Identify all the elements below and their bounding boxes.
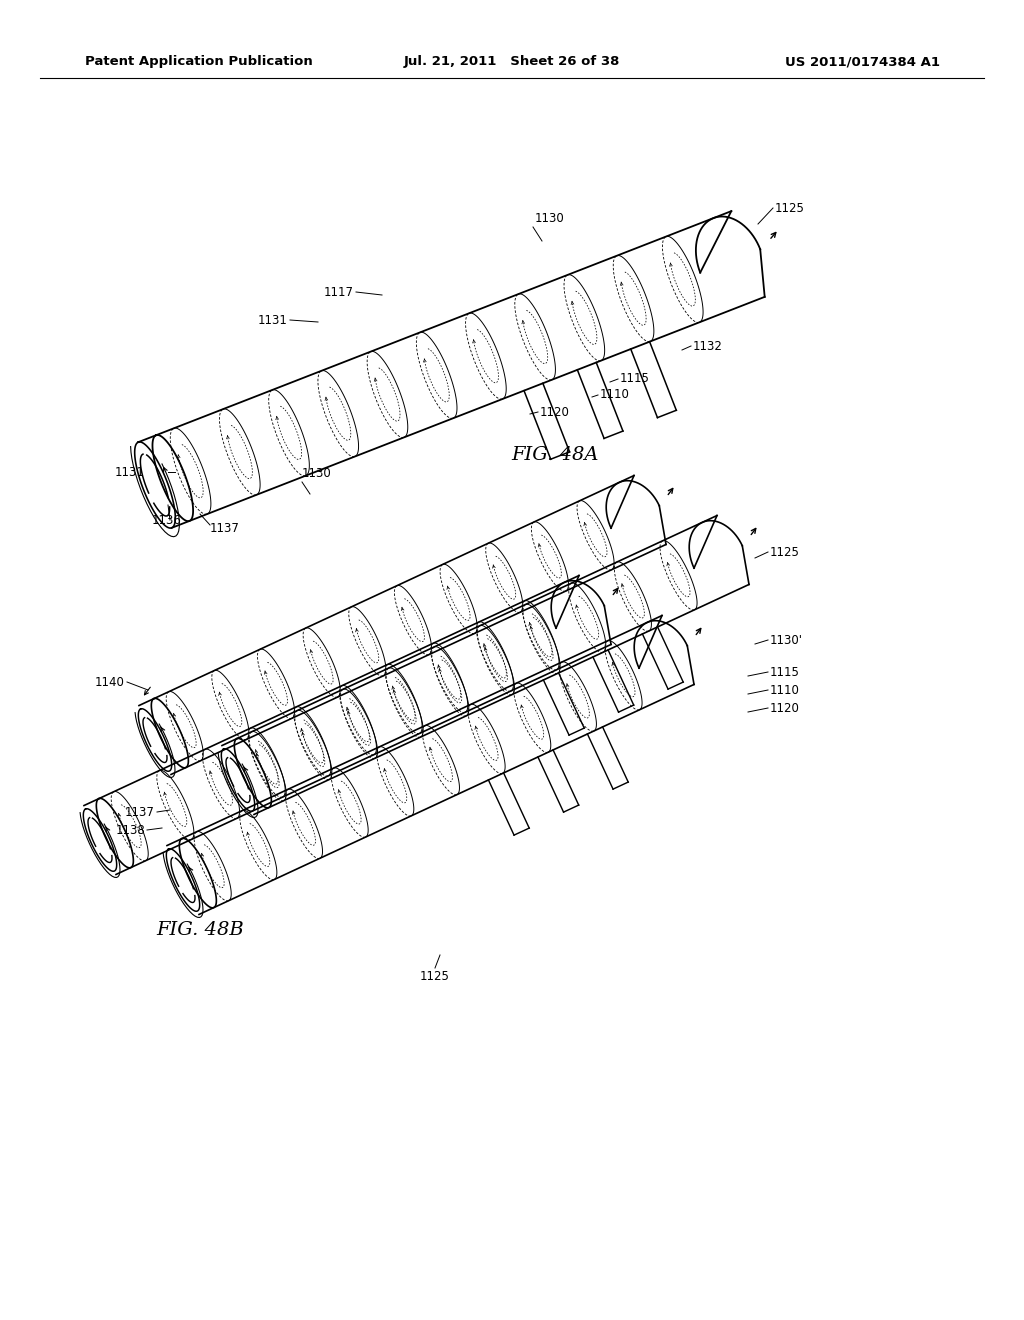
Text: 1131: 1131 [258,314,288,326]
Text: 1130: 1130 [302,467,332,480]
Text: 1130': 1130' [770,634,803,647]
Text: 1125: 1125 [420,970,450,983]
Text: US 2011/0174384 A1: US 2011/0174384 A1 [785,55,940,69]
Text: 1110: 1110 [600,388,630,401]
Text: 1130: 1130 [535,213,565,224]
Text: 1136: 1136 [152,513,182,527]
Text: 1120: 1120 [540,405,570,418]
Text: FIG. 48B: FIG. 48B [156,921,244,939]
Text: 1115: 1115 [620,372,650,385]
Text: 1120: 1120 [770,701,800,714]
Text: 1125: 1125 [775,202,805,214]
Text: 1131: 1131 [115,466,144,479]
Text: 1138: 1138 [116,824,145,837]
Text: 1125: 1125 [770,545,800,558]
Text: 1137: 1137 [210,521,240,535]
Text: Patent Application Publication: Patent Application Publication [85,55,312,69]
Text: 1110: 1110 [770,684,800,697]
Text: 1115: 1115 [770,665,800,678]
Text: FIG. 48A: FIG. 48A [511,446,599,465]
Text: 1137: 1137 [125,805,155,818]
Text: Jul. 21, 2011   Sheet 26 of 38: Jul. 21, 2011 Sheet 26 of 38 [403,55,621,69]
Text: 1140: 1140 [95,676,125,689]
Text: 1117: 1117 [324,285,354,298]
Text: 1132: 1132 [693,339,723,352]
